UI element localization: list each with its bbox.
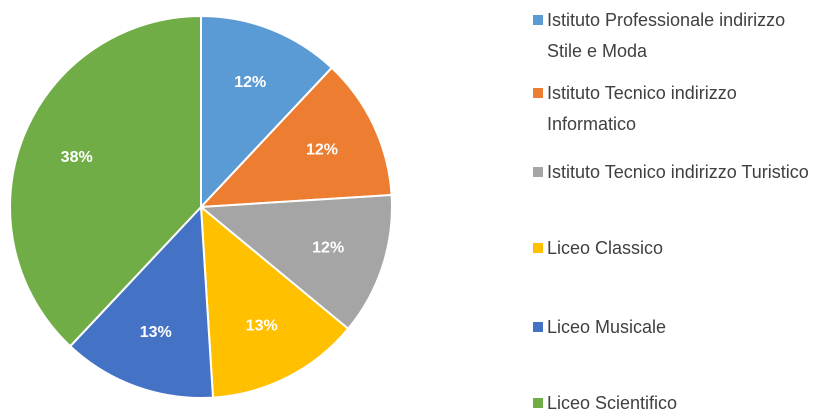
legend-label: Istituto Tecnico indirizzo Informatico	[547, 82, 737, 134]
legend-label: Liceo Musicale	[547, 316, 667, 337]
legend-label: Liceo Classico	[547, 237, 664, 258]
legend-label: Istituto Tecnico indirizzo Turistico	[547, 161, 809, 182]
legend-swatch	[533, 321, 543, 332]
legend-swatch	[533, 242, 543, 253]
data-label: 13%	[246, 317, 278, 334]
legend-item: Liceo Classico	[533, 233, 823, 264]
legend-swatch	[533, 87, 543, 98]
legend-item: Liceo Musicale	[533, 312, 823, 343]
pie-slice	[9, 14, 202, 348]
legend-item: Liceo Scientifico	[533, 388, 823, 419]
data-label: 38%	[61, 149, 93, 166]
legend-label: Liceo Scientifico	[547, 392, 678, 413]
data-label: 13%	[140, 324, 172, 341]
legend-swatch	[533, 14, 543, 25]
legend-item: Istituto Professionale indirizzo Stile e…	[533, 5, 823, 67]
pie-slice	[200, 14, 334, 210]
chart: 12% 12% 12% 13% 13% 38%	[9, 14, 393, 399]
legend-label: Istituto Professionale indirizzo Stile e…	[547, 9, 786, 61]
data-label: 12%	[312, 240, 344, 257]
pie-slice	[199, 204, 350, 399]
pie-slice	[198, 66, 393, 209]
legend-item: Istituto Tecnico indirizzo Informatico	[533, 78, 823, 140]
data-label: 12%	[306, 141, 338, 158]
pie-slice	[198, 193, 393, 331]
legend-swatch	[533, 397, 543, 408]
pie-slice	[68, 204, 215, 399]
legend-swatch	[533, 166, 543, 177]
data-label: 12%	[234, 74, 266, 91]
legend-item: Istituto Tecnico indirizzo Turistico	[533, 157, 823, 188]
